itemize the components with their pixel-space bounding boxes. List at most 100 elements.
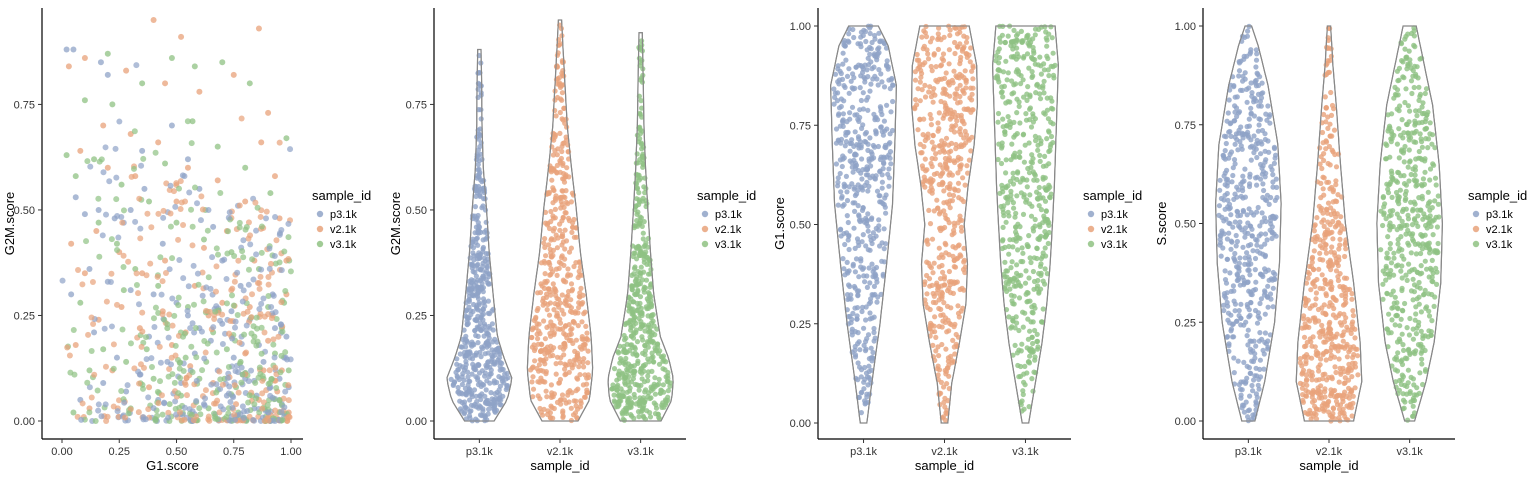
violin-point [502, 371, 508, 377]
violin-point [918, 74, 924, 80]
scatter-point [154, 273, 161, 280]
violin-point [868, 216, 875, 222]
violin-point [575, 323, 581, 329]
violin-point [1034, 245, 1040, 251]
scatter-point [217, 376, 224, 383]
violin-point [636, 387, 642, 393]
violin-point [633, 244, 639, 250]
violin-point [1333, 178, 1339, 184]
violin-point [615, 393, 621, 399]
scatter-point [235, 257, 242, 264]
violin-point [477, 132, 483, 138]
violin-point [1019, 398, 1025, 404]
legend-label: p3.1k [715, 209, 742, 221]
scatter-point [219, 59, 226, 66]
violin-point [479, 346, 486, 352]
scatter-point [283, 333, 290, 340]
violin-point [1001, 213, 1007, 219]
scatter-point [189, 118, 196, 125]
violin-point [469, 356, 476, 362]
violin-point [641, 399, 647, 405]
violin-point [1004, 123, 1010, 129]
violin-point [1224, 118, 1230, 124]
violin-point [837, 227, 844, 233]
violin-point [1329, 102, 1336, 109]
scatter-point [139, 309, 146, 316]
violin-point [623, 355, 629, 362]
violin-point [1015, 247, 1021, 253]
scatter-point [70, 327, 77, 334]
scatter-point [213, 245, 220, 252]
scatter-point [272, 213, 279, 220]
violin-point [1044, 107, 1050, 113]
violin-point [489, 321, 495, 327]
violin-point [835, 179, 841, 185]
violin-point [958, 131, 964, 138]
violin-point [560, 239, 567, 245]
violin-point [876, 45, 882, 51]
violin-point [491, 359, 497, 365]
violin-point [1034, 286, 1040, 292]
violin-point [470, 245, 477, 251]
violin-point [865, 211, 871, 217]
violin-point [478, 354, 484, 360]
violin-point [944, 407, 950, 413]
violin-point [1020, 211, 1027, 217]
scatter-point [85, 331, 92, 338]
violin-point [1273, 176, 1279, 182]
violin-point [1020, 131, 1027, 137]
violin-point [662, 367, 668, 373]
violin-point [840, 153, 846, 159]
violin-point [637, 131, 644, 137]
violin-point [548, 292, 554, 298]
scatter-point [273, 315, 280, 322]
violin-point [1249, 90, 1255, 96]
violin-point [584, 330, 590, 336]
violin-point [1010, 46, 1016, 52]
violin-point [649, 368, 655, 374]
scatter-point [166, 365, 173, 372]
violin-point [940, 269, 946, 275]
violin-point [849, 181, 855, 187]
violin-point [1313, 296, 1319, 302]
scatter-point [270, 341, 277, 348]
violin-point [616, 375, 622, 381]
scatter-point [120, 207, 127, 214]
violin-point [1236, 68, 1243, 74]
violin-point [1026, 65, 1032, 71]
violin-point [634, 382, 640, 388]
scatter-point [172, 398, 179, 405]
violin-point [631, 271, 637, 277]
violin-point [566, 218, 573, 224]
violin-point [922, 60, 928, 66]
violin-point [560, 414, 566, 420]
violin-point [945, 288, 951, 294]
violin-point [1237, 212, 1244, 218]
violin-point [879, 179, 886, 185]
violin-point [496, 355, 503, 361]
violin-point [887, 140, 893, 146]
scatter-point [86, 266, 93, 273]
violin-point [578, 400, 584, 406]
violin-point [856, 242, 862, 249]
violin-points [609, 38, 674, 423]
violin-point [1002, 39, 1008, 46]
violin-point [1336, 246, 1342, 252]
violin-point [580, 359, 586, 365]
violin-point [564, 294, 570, 300]
violin-point [479, 205, 485, 211]
violin-point [933, 64, 939, 70]
violin-point [1226, 320, 1233, 326]
violin-point [450, 382, 456, 388]
violin-point [865, 94, 871, 100]
violin-point [1350, 344, 1357, 350]
violin-point [877, 243, 883, 249]
violin-point [1249, 382, 1255, 389]
legend-title: sample_id [312, 188, 371, 203]
violin-point [960, 175, 966, 181]
violin-point [1234, 184, 1240, 190]
violin-point [647, 284, 653, 290]
scatter-point [244, 308, 251, 315]
scatter-point [182, 198, 189, 205]
violin-point [932, 156, 938, 162]
